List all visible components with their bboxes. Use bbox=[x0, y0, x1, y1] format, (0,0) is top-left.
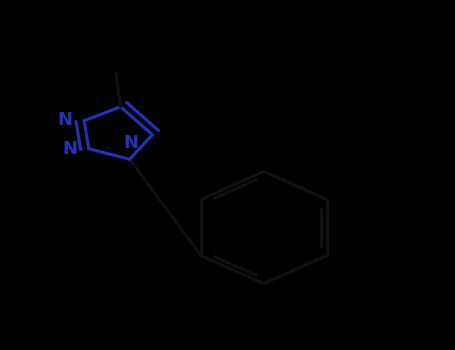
Text: N: N bbox=[123, 134, 138, 153]
Text: N: N bbox=[62, 140, 77, 159]
Text: N: N bbox=[58, 111, 72, 129]
